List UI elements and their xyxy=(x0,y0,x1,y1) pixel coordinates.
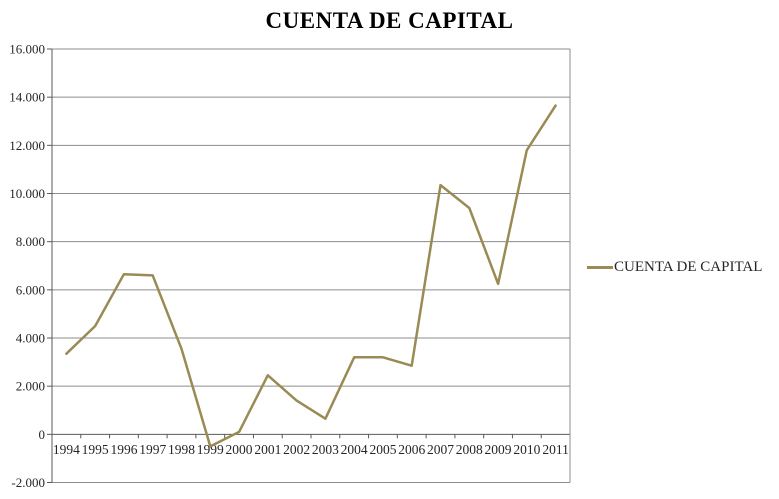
x-tick-label: 2005 xyxy=(369,442,396,457)
x-tick-label: 1998 xyxy=(168,442,195,457)
y-tick-label: 16.000 xyxy=(9,41,45,56)
y-tick-label: -2.000 xyxy=(11,475,45,490)
x-tick-label: 2008 xyxy=(456,442,483,457)
y-tick-label: 10.000 xyxy=(9,186,45,201)
y-tick-label: 2.000 xyxy=(16,379,45,394)
legend: CUENTA DE CAPITAL xyxy=(587,258,762,276)
series-line xyxy=(65,104,557,448)
x-tick-label: 1997 xyxy=(139,442,166,457)
x-tick-label: 1995 xyxy=(82,442,109,457)
x-tick-label: 2009 xyxy=(485,442,512,457)
x-tick-label: 2004 xyxy=(341,442,368,457)
y-tick-label: 14.000 xyxy=(9,90,45,105)
x-tick-label: 2003 xyxy=(312,442,339,457)
x-tick-label: 2011 xyxy=(542,442,569,457)
y-tick-label: 6.000 xyxy=(16,282,45,297)
y-tick-label: 8.000 xyxy=(16,234,45,249)
x-tick-label: 2007 xyxy=(427,442,454,457)
y-tick-label: 12.000 xyxy=(9,138,45,153)
x-tick-label: 2000 xyxy=(226,442,253,457)
x-tick-label: 2006 xyxy=(398,442,425,457)
x-tick-label: 2001 xyxy=(254,442,281,457)
chart-title: CUENTA DE CAPITAL xyxy=(265,8,514,33)
x-tick-label: 1999 xyxy=(197,442,224,457)
y-tick-label: 0 xyxy=(39,427,46,442)
x-tick-label: 1994 xyxy=(53,442,80,457)
y-tick-label: 4.000 xyxy=(16,330,45,345)
legend-line-swatch xyxy=(587,265,613,269)
x-tick-label: 1996 xyxy=(110,442,137,457)
legend-label: CUENTA DE CAPITAL xyxy=(614,258,763,275)
x-tick-label: 2010 xyxy=(513,442,540,457)
x-tick-label: 2002 xyxy=(283,442,310,457)
